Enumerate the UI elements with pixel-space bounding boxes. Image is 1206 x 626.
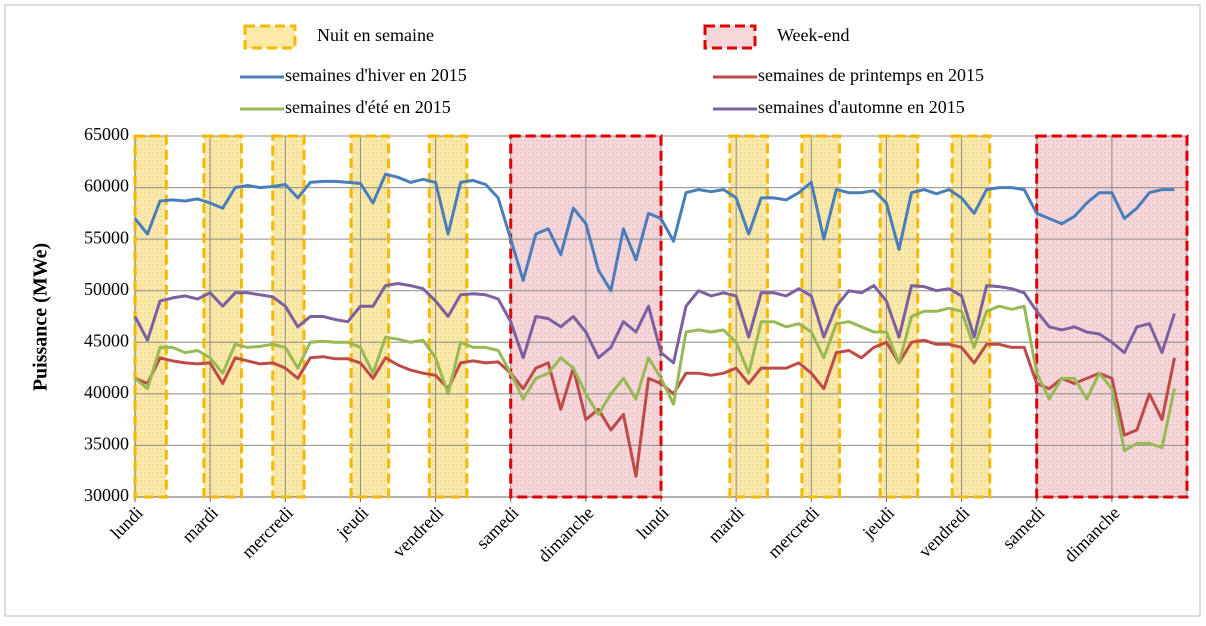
y-tick-label: 45000 (84, 330, 129, 350)
band-border (202, 134, 243, 499)
legend-swatch (243, 24, 297, 50)
band-border (728, 134, 769, 499)
band-pattern (729, 136, 768, 497)
band-pattern (272, 136, 305, 497)
y-tick-label: 50000 (84, 279, 129, 299)
band-border (950, 134, 992, 499)
legend-label: semaines de printemps en 2015 (758, 65, 984, 85)
y-tick-label: 40000 (84, 382, 129, 402)
y-tick-label: 65000 (84, 124, 129, 144)
y-tick-label: 60000 (84, 176, 129, 196)
legend-label: semaines d'hiver en 2015 (285, 65, 467, 85)
band-border (800, 134, 841, 499)
y-tick-label: 35000 (84, 434, 129, 454)
legend-label: semaines d'automne en 2015 (758, 97, 965, 117)
band-border (1035, 134, 1189, 499)
band-border (271, 134, 306, 499)
y-tick-label: 55000 (84, 227, 129, 247)
series-line (133, 172, 1175, 293)
y-axis-label: Puissance (MWe) (30, 243, 52, 391)
series-line (133, 282, 1176, 365)
legend-label: Week-end (777, 25, 850, 45)
band-border (878, 134, 920, 499)
series-line (134, 338, 1176, 478)
legend-label: semaines d'été en 2015 (285, 97, 451, 117)
legend-label: Nuit en semaine (317, 25, 434, 45)
band-border (427, 134, 469, 499)
band-pattern (801, 136, 840, 497)
band-pattern (203, 136, 242, 497)
series-line (134, 304, 1176, 453)
y-tick-label: 30000 (84, 485, 129, 505)
band-border (509, 134, 663, 499)
band-pattern (135, 136, 167, 497)
legend-swatch (703, 24, 757, 50)
band-pattern (351, 136, 389, 497)
